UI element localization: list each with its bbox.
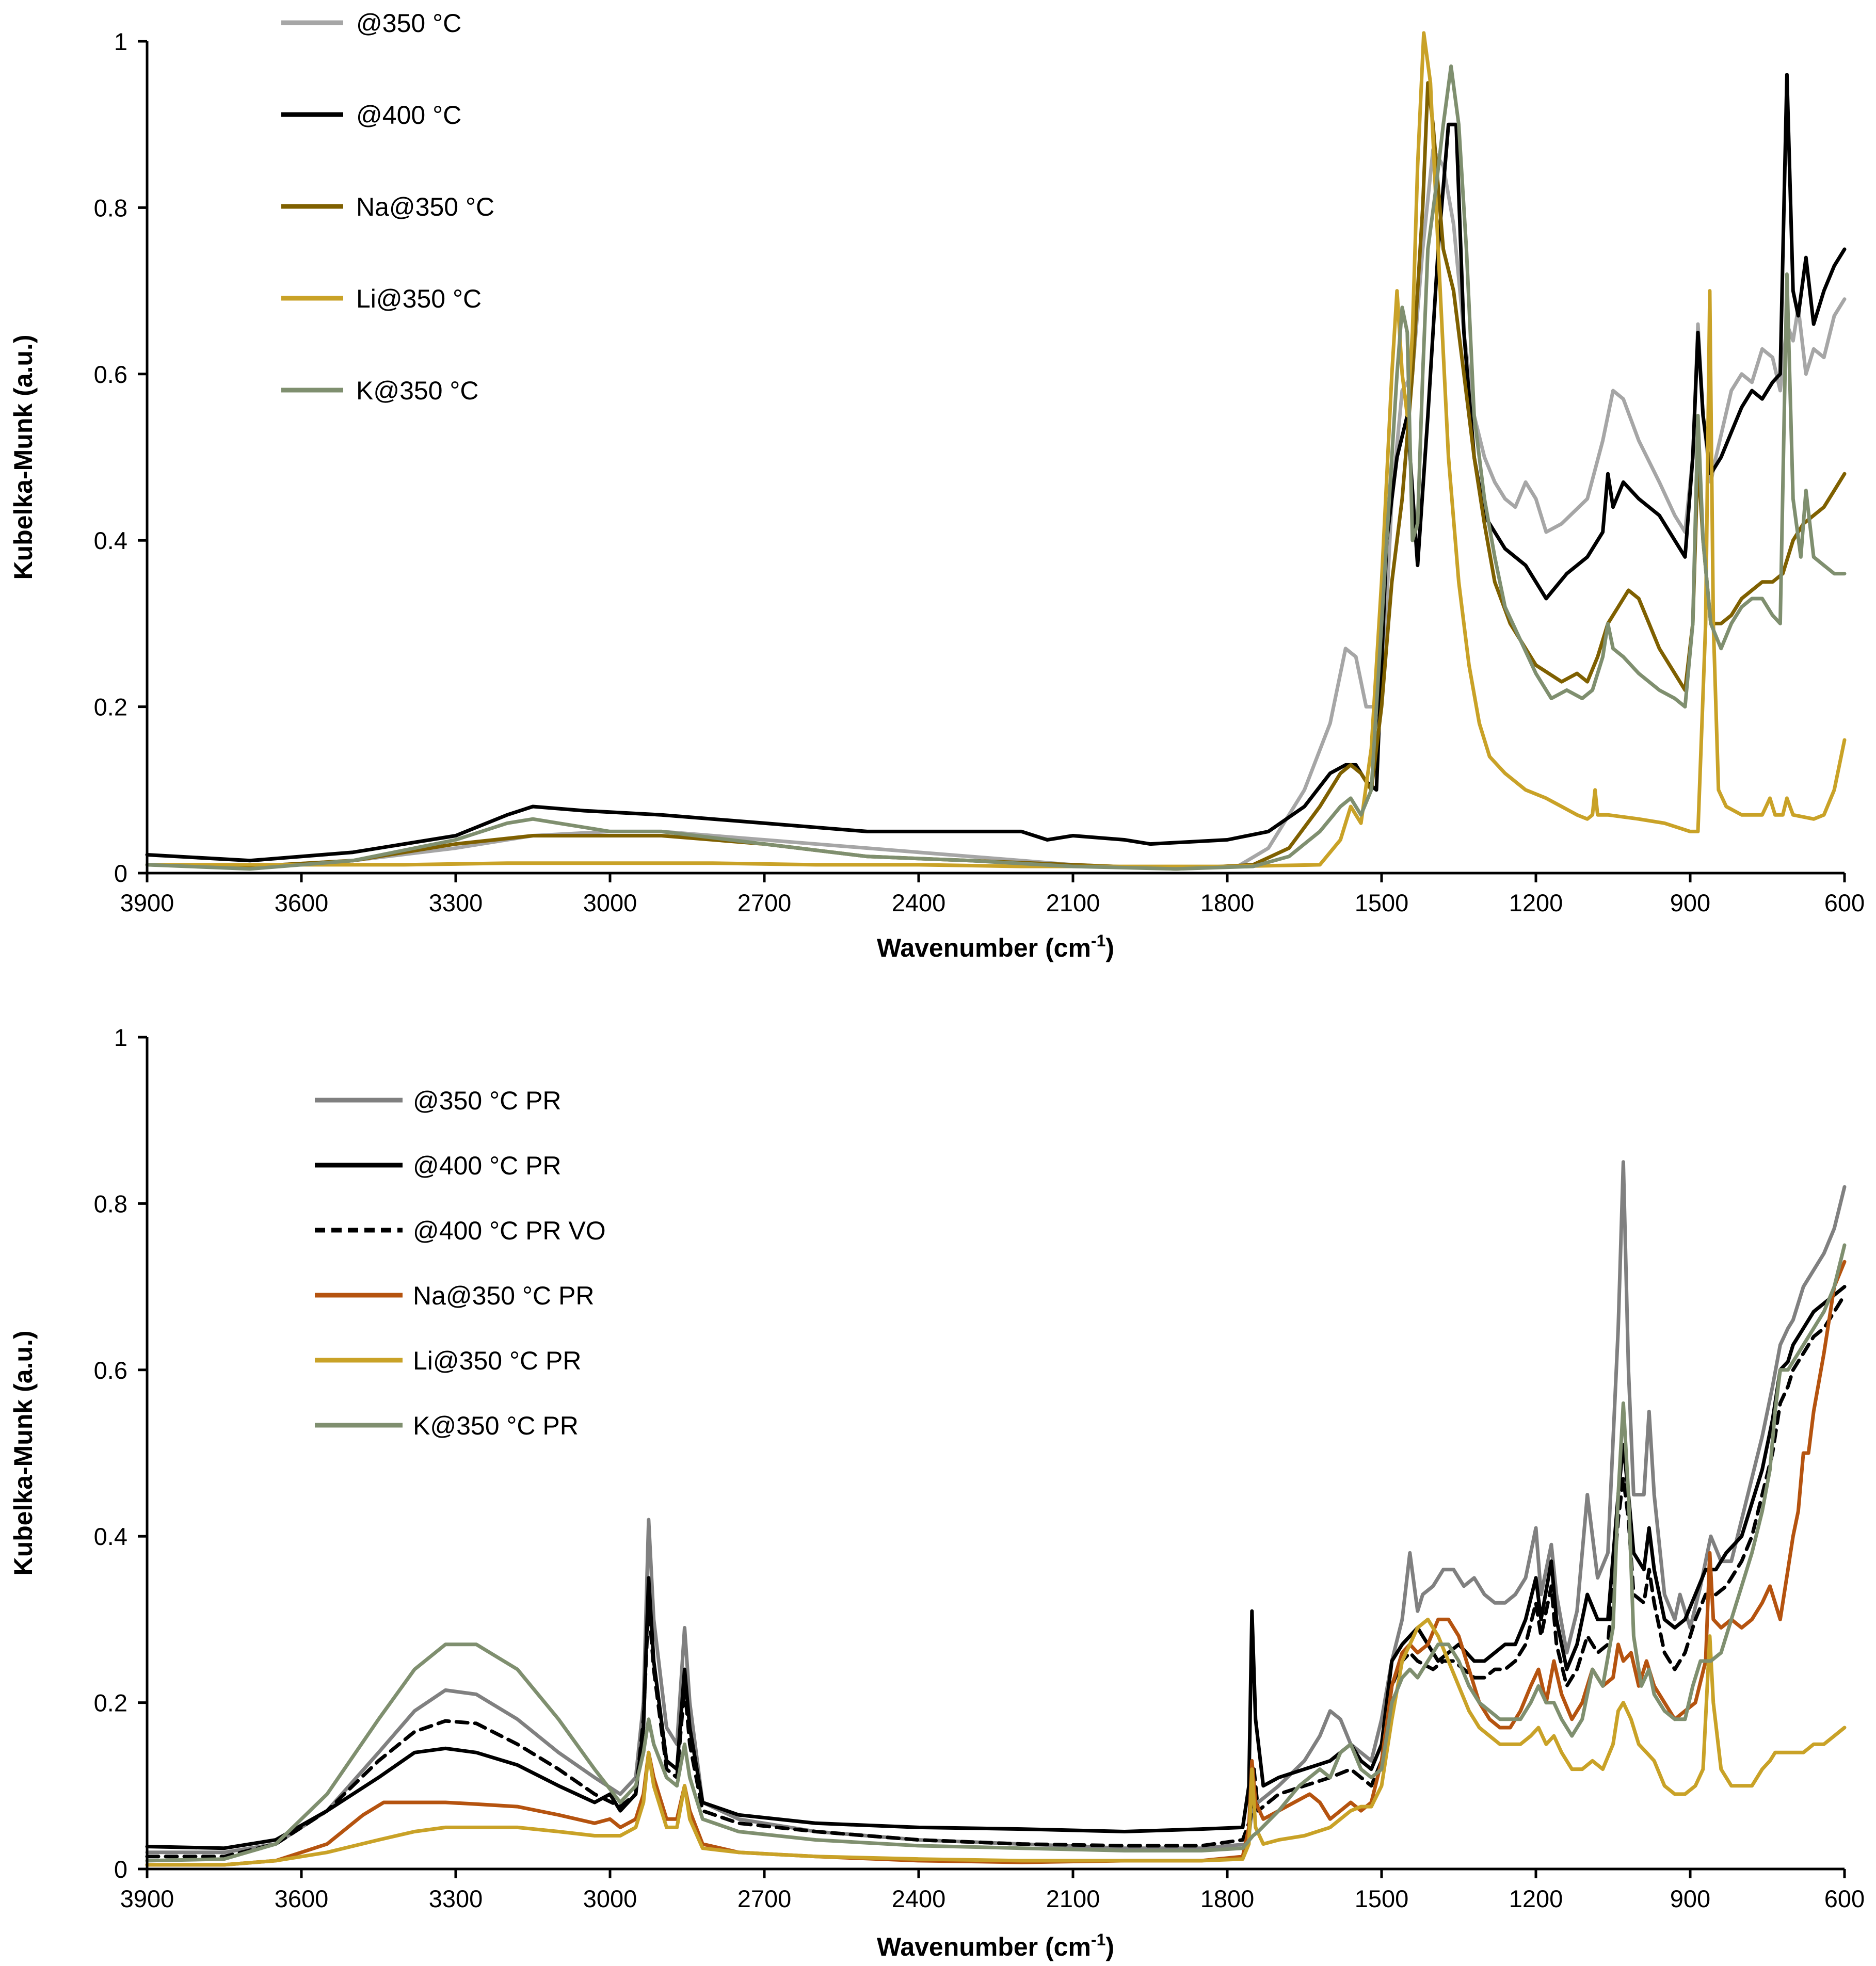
top-x-tick-label: 3600 bbox=[275, 889, 329, 916]
top-y-tick-label: 0.6 bbox=[94, 361, 127, 388]
bottom-x-tick-label: 2400 bbox=[892, 1885, 946, 1912]
top-chart-axes bbox=[146, 41, 1845, 875]
top-x-tick-label: 3000 bbox=[583, 889, 637, 916]
top-legend-label-0: @350 °C bbox=[356, 9, 461, 38]
top-y-tick-label: 0.4 bbox=[94, 527, 127, 554]
bottom-legend-label-0: @350 °C PR bbox=[413, 1086, 562, 1115]
top-y-axis-title: Kubelka-Munk (a.u.) bbox=[9, 334, 38, 579]
bottom-series-line-5 bbox=[145, 1243, 1847, 1863]
bottom-x-tick-label: 3600 bbox=[275, 1885, 329, 1912]
top-y-tick-label: 0 bbox=[114, 860, 127, 887]
bottom-x-tick-label: 2700 bbox=[737, 1885, 792, 1912]
top-x-tick-label: 3900 bbox=[120, 889, 174, 916]
top-legend-label-4: K@350 °C bbox=[356, 376, 479, 405]
top-chart-legend: @350 °C @400 °C Na@350 °C Li@350 °C K@350 °C bbox=[281, 9, 494, 405]
bottom-y-axis-title: Kubelka-Munk (a.u.) bbox=[9, 1330, 38, 1575]
bottom-y-tick-label: 0.2 bbox=[94, 1689, 127, 1717]
top-chart: 3900 3600 3300 3000 2700 2400 2100 1800 1500 1200… bbox=[9, 9, 1865, 962]
bottom-x-tick-label: 2100 bbox=[1046, 1885, 1100, 1912]
top-legend-label-3: Li@350 °C bbox=[356, 284, 482, 313]
bottom-x-tick-label: 1800 bbox=[1200, 1885, 1255, 1912]
top-x-tick-label: 1800 bbox=[1200, 889, 1255, 916]
top-x-tick-label: 1200 bbox=[1509, 889, 1563, 916]
bottom-y-tick-label: 0.6 bbox=[94, 1357, 127, 1384]
bottom-x-tick-label: 1200 bbox=[1509, 1885, 1563, 1912]
top-y-tick-label: 0.8 bbox=[94, 194, 127, 221]
bottom-chart: 3900 3600 3300 3000 2700 2400 2100 1800 1500 1200… bbox=[9, 1024, 1865, 1961]
bottom-chart-ticks: 3900 3600 3300 3000 2700 2400 2100 1800 1500 1200… bbox=[94, 1024, 1865, 1912]
bottom-x-tick-label: 900 bbox=[1670, 1885, 1710, 1912]
top-chart-ticks: 3900 3600 3300 3000 2700 2400 2100 1800 1500 1200… bbox=[94, 28, 1865, 916]
bottom-y-tick-label: 1 bbox=[114, 1024, 127, 1051]
bottom-legend-label-2: @400 °C PR VO bbox=[413, 1216, 606, 1245]
bottom-x-tick-label: 3900 bbox=[120, 1885, 174, 1912]
top-x-tick-label: 2700 bbox=[737, 889, 792, 916]
bottom-legend-label-4: Li@350 °C PR bbox=[413, 1346, 581, 1375]
top-legend-label-1: @400 °C bbox=[356, 101, 461, 130]
top-chart-series bbox=[145, 31, 1847, 871]
bottom-chart-series bbox=[145, 1160, 1847, 1867]
top-x-tick-label: 2100 bbox=[1046, 889, 1100, 916]
top-x-tick-label: 3300 bbox=[429, 889, 483, 916]
bottom-chart-legend: @350 °C PR @400 °C PR @400 °C PR VO Na@350 … bbox=[315, 1086, 606, 1440]
top-x-tick-label: 900 bbox=[1670, 889, 1710, 916]
bottom-y-tick-label: 0.8 bbox=[94, 1190, 127, 1217]
bottom-legend-label-1: @400 °C PR bbox=[413, 1151, 562, 1180]
bottom-chart-axes bbox=[146, 1037, 1845, 1871]
top-x-tick-label: 2400 bbox=[892, 889, 946, 916]
bottom-x-axis-title: Wavenumber (cm-1) bbox=[877, 1930, 1114, 1961]
bottom-x-tick-label: 600 bbox=[1824, 1885, 1865, 1912]
top-x-tick-label: 1500 bbox=[1355, 889, 1409, 916]
bottom-series-line-2 bbox=[145, 1293, 1847, 1859]
top-y-tick-label: 1 bbox=[114, 28, 127, 55]
bottom-y-tick-label: 0 bbox=[114, 1856, 127, 1883]
top-y-tick-label: 0.2 bbox=[94, 694, 127, 721]
bottom-x-tick-label: 3300 bbox=[429, 1885, 483, 1912]
top-x-tick-label: 600 bbox=[1824, 889, 1865, 916]
bottom-x-tick-label: 1500 bbox=[1355, 1885, 1409, 1912]
top-series-line-4 bbox=[145, 64, 1847, 871]
bottom-x-tick-label: 3000 bbox=[583, 1885, 637, 1912]
bottom-series-line-4 bbox=[145, 1617, 1847, 1867]
bottom-legend-label-3: Na@350 °C PR bbox=[413, 1281, 594, 1310]
bottom-y-tick-label: 0.4 bbox=[94, 1523, 127, 1550]
top-x-axis-title: Wavenumber (cm-1) bbox=[877, 931, 1114, 962]
bottom-legend-label-5: K@350 °C PR bbox=[413, 1411, 579, 1440]
top-legend-label-2: Na@350 °C bbox=[356, 192, 494, 221]
